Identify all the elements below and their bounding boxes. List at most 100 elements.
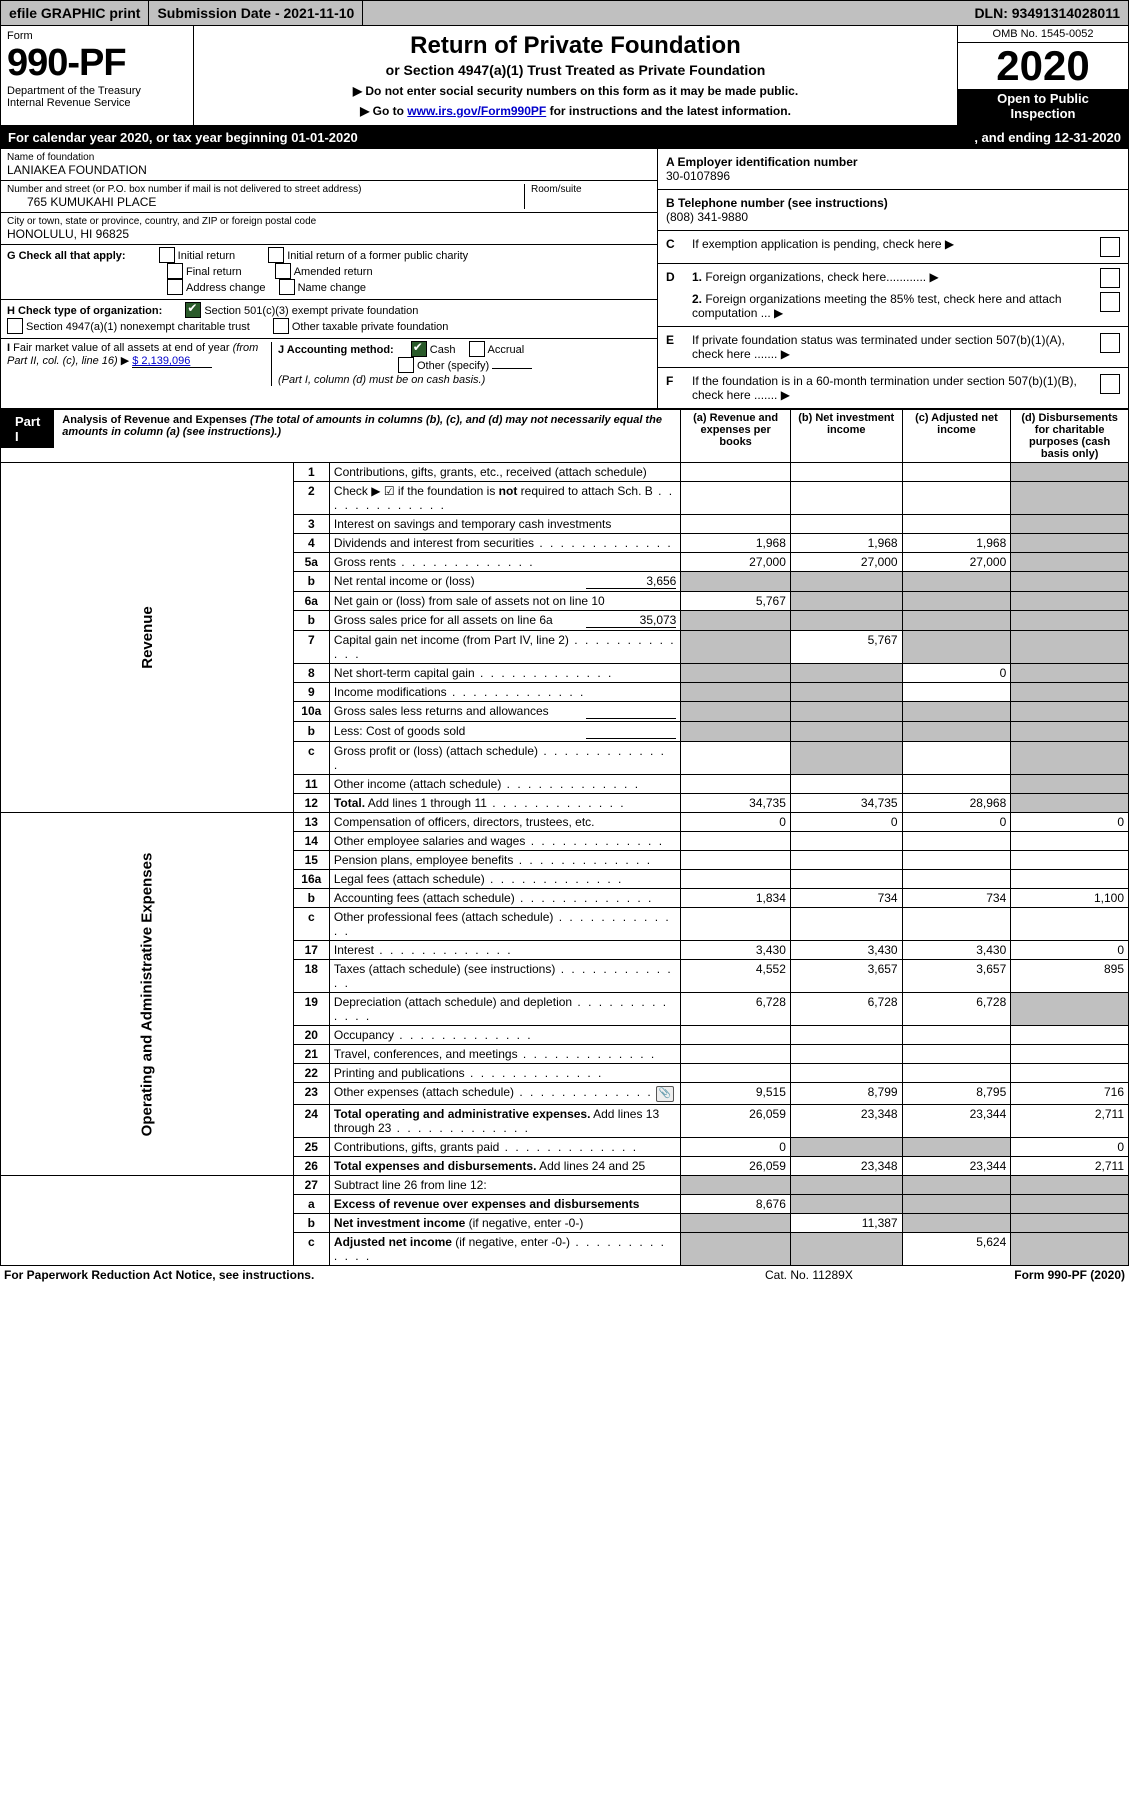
line-number: 27 (293, 1176, 329, 1195)
amount-cell: 8,799 (790, 1083, 902, 1105)
amount-cell: 0 (1011, 813, 1129, 832)
line-description: Printing and publications (329, 1064, 680, 1083)
amount-cell (681, 1214, 791, 1233)
line-description: Gross profit or (loss) (attach schedule) (329, 742, 680, 775)
g-section: G Check all that apply: Initial return I… (1, 245, 657, 300)
amount-cell (681, 463, 791, 482)
check-name-change[interactable] (279, 279, 295, 295)
col-d-header: (d) Disbursements for charitable purpose… (1011, 410, 1129, 463)
amount-cell: 3,430 (902, 941, 1011, 960)
check-final-return[interactable] (167, 263, 183, 279)
amount-cell: 9,515 (681, 1083, 791, 1105)
amount-cell (902, 592, 1011, 611)
amount-cell (681, 851, 791, 870)
line-number: 8 (293, 664, 329, 683)
submission-date-label: Submission Date - 2021-11-10 (149, 1, 363, 25)
amount-cell (1011, 794, 1129, 813)
amount-cell: 6,728 (681, 993, 791, 1026)
amount-cell (681, 1176, 791, 1195)
amount-cell (1011, 742, 1129, 775)
check-501c3[interactable] (185, 302, 201, 318)
check-initial-former[interactable] (268, 247, 284, 263)
amount-cell (681, 832, 791, 851)
amount-cell (790, 592, 902, 611)
amount-cell (790, 832, 902, 851)
g-final-label: Final return (186, 266, 242, 278)
amount-cell (902, 908, 1011, 941)
check-status-terminated[interactable] (1100, 333, 1120, 353)
check-60month-termination[interactable] (1100, 374, 1120, 394)
amount-cell (1011, 664, 1129, 683)
amount-cell (902, 1214, 1011, 1233)
j-other-line (492, 368, 532, 369)
line-description: Total expenses and disbursements. Add li… (329, 1157, 680, 1176)
top-bar: efile GRAPHIC print Submission Date - 20… (0, 0, 1129, 26)
amount-cell (681, 683, 791, 702)
amount-cell (681, 908, 791, 941)
amount-cell (790, 1195, 902, 1214)
f-block: F If the foundation is in a 60-month ter… (658, 368, 1128, 408)
line-description: Gross sales price for all assets on line… (329, 611, 680, 631)
note2-post: for instructions and the latest informat… (546, 104, 791, 118)
check-amended-return[interactable] (275, 263, 291, 279)
c-letter: C (666, 237, 675, 251)
line-number: 22 (293, 1064, 329, 1083)
amount-cell (681, 722, 791, 742)
amount-cell (1011, 993, 1129, 1026)
g-initial-former-label: Initial return of a former public charit… (287, 250, 468, 262)
amount-cell (902, 775, 1011, 794)
line-description: Taxes (attach schedule) (see instruction… (329, 960, 680, 993)
attachment-icon[interactable]: 📎 (656, 1086, 674, 1102)
amount-cell: 1,968 (902, 534, 1011, 553)
check-initial-return[interactable] (159, 247, 175, 263)
c-block: C If exemption application is pending, c… (658, 231, 1128, 264)
amount-cell: 3,657 (790, 960, 902, 993)
part1-title: Analysis of Revenue and Expenses (62, 414, 247, 426)
check-address-change[interactable] (167, 279, 183, 295)
amount-cell (1011, 1045, 1129, 1064)
line-description: Less: Cost of goods sold (329, 722, 680, 742)
amount-cell (790, 1064, 902, 1083)
check-accrual[interactable] (469, 341, 485, 357)
form990pf-link[interactable]: www.irs.gov/Form990PF (407, 104, 546, 118)
line-description: Net short-term capital gain (329, 664, 680, 683)
i-value-link[interactable]: $ 2,139,096 (132, 355, 212, 368)
line-number: 3 (293, 515, 329, 534)
amount-cell (790, 1138, 902, 1157)
amount-cell (1011, 482, 1129, 515)
check-other-taxable[interactable] (273, 318, 289, 334)
amount-cell (681, 775, 791, 794)
line-number: 15 (293, 851, 329, 870)
line-description: Accounting fees (attach schedule) (329, 889, 680, 908)
check-cash[interactable] (411, 341, 427, 357)
part1-header-row: Part I Analysis of Revenue and Expenses … (1, 410, 1129, 463)
amount-cell: 11,387 (790, 1214, 902, 1233)
check-exemption-pending[interactable] (1100, 237, 1120, 257)
amount-cell (1011, 1214, 1129, 1233)
amount-cell: 3,430 (790, 941, 902, 960)
footer-left: For Paperwork Reduction Act Notice, see … (4, 1268, 765, 1282)
line-description: Income modifications (329, 683, 680, 702)
amount-cell: 1,834 (681, 889, 791, 908)
check-other-method[interactable] (398, 357, 414, 373)
check-foreign-org[interactable] (1100, 268, 1120, 288)
line-description: Gross rents (329, 553, 680, 572)
amount-cell: 26,059 (681, 1157, 791, 1176)
amount-cell: 2,711 (1011, 1157, 1129, 1176)
amount-cell: 0 (1011, 1138, 1129, 1157)
name-label: Name of foundation (7, 152, 651, 163)
amount-cell (681, 482, 791, 515)
amount-cell (790, 1176, 902, 1195)
e-letter: E (666, 333, 674, 347)
line-description: Total operating and administrative expen… (329, 1105, 680, 1138)
check-4947[interactable] (7, 318, 23, 334)
amount-cell (902, 482, 1011, 515)
check-85pct-test[interactable] (1100, 292, 1120, 312)
line-number: b (293, 572, 329, 592)
amount-cell (681, 702, 791, 722)
phone-block: B Telephone number (see instructions) (8… (658, 190, 1128, 231)
line-number: 18 (293, 960, 329, 993)
ein-block: A Employer identification number 30-0107… (658, 149, 1128, 190)
form-note-1: ▶ Do not enter social security numbers o… (204, 84, 947, 98)
line-number: 13 (293, 813, 329, 832)
